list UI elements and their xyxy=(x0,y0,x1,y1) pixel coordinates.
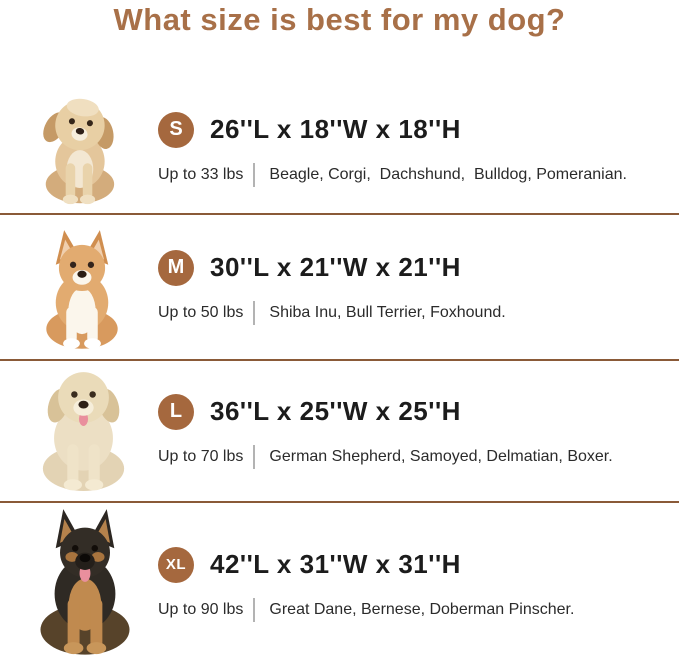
weight-limit-large: Up to 70 lbs xyxy=(158,447,244,465)
vertical-separator xyxy=(253,444,256,469)
dog-photo-fluffy-tan-puppy xyxy=(26,93,132,207)
dimensions-large: 36''L x 25''W x 25''H xyxy=(210,396,461,426)
row-divider xyxy=(0,359,679,361)
row-content-medium: M 30''L x 21''W x 21''H Up to 50 lbs Shi… xyxy=(158,215,671,359)
size-badge-s: S xyxy=(158,111,194,148)
page-title: What size is best for my dog? xyxy=(113,2,566,37)
size-row-extra-large: XL 42''L x 31''W x 31''H Up to 90 lbs Gr… xyxy=(0,503,679,665)
breeds-large: German Shepherd, Samoyed, Delmatian, Box… xyxy=(269,447,613,465)
dog-photo-cream-golden-retriever xyxy=(20,363,146,495)
dimensions-small: 26''L x 18''W x 18''H xyxy=(210,114,461,144)
dog-photo-german-shepherd xyxy=(16,507,154,659)
size-badge-xl: XL xyxy=(158,546,194,583)
size-row-large: L 36''L x 25''W x 25''H Up to 70 lbs Ger… xyxy=(0,361,679,501)
dimensions-medium: 30''L x 21''W x 21''H xyxy=(210,252,461,282)
dimensions-extra-large: 42''L x 31''W x 31''H xyxy=(210,549,461,579)
size-row-medium: M 30''L x 21''W x 21''H Up to 50 lbs Shi… xyxy=(0,215,679,359)
vertical-separator xyxy=(253,300,256,325)
weight-limit-small: Up to 33 lbs xyxy=(158,165,244,183)
row-divider xyxy=(0,213,679,215)
vertical-separator xyxy=(253,162,256,187)
row-content-extra-large: XL 42''L x 31''W x 31''H Up to 90 lbs Gr… xyxy=(158,503,671,665)
breeds-small: Beagle, Corgi, Dachshund, Bulldog, Pomer… xyxy=(269,165,627,183)
row-divider xyxy=(0,501,679,503)
row-content-small: S 26''L x 18''W x 18''H Up to 33 lbs Bea… xyxy=(158,85,671,213)
breeds-extra-large: Great Dane, Bernese, Doberman Pinscher. xyxy=(269,600,575,618)
vertical-separator xyxy=(253,597,256,622)
size-badge-l: L xyxy=(158,393,194,430)
size-row-small: S 26''L x 18''W x 18''H Up to 33 lbs Bea… xyxy=(0,85,679,213)
row-content-large: L 36''L x 25''W x 25''H Up to 70 lbs Ger… xyxy=(158,361,671,501)
weight-limit-medium: Up to 50 lbs xyxy=(158,303,244,321)
breeds-medium: Shiba Inu, Bull Terrier, Foxhound. xyxy=(269,303,506,321)
size-badge-m: M xyxy=(158,249,194,286)
dog-photo-corgi xyxy=(24,227,140,353)
weight-limit-extra-large: Up to 90 lbs xyxy=(158,600,244,618)
